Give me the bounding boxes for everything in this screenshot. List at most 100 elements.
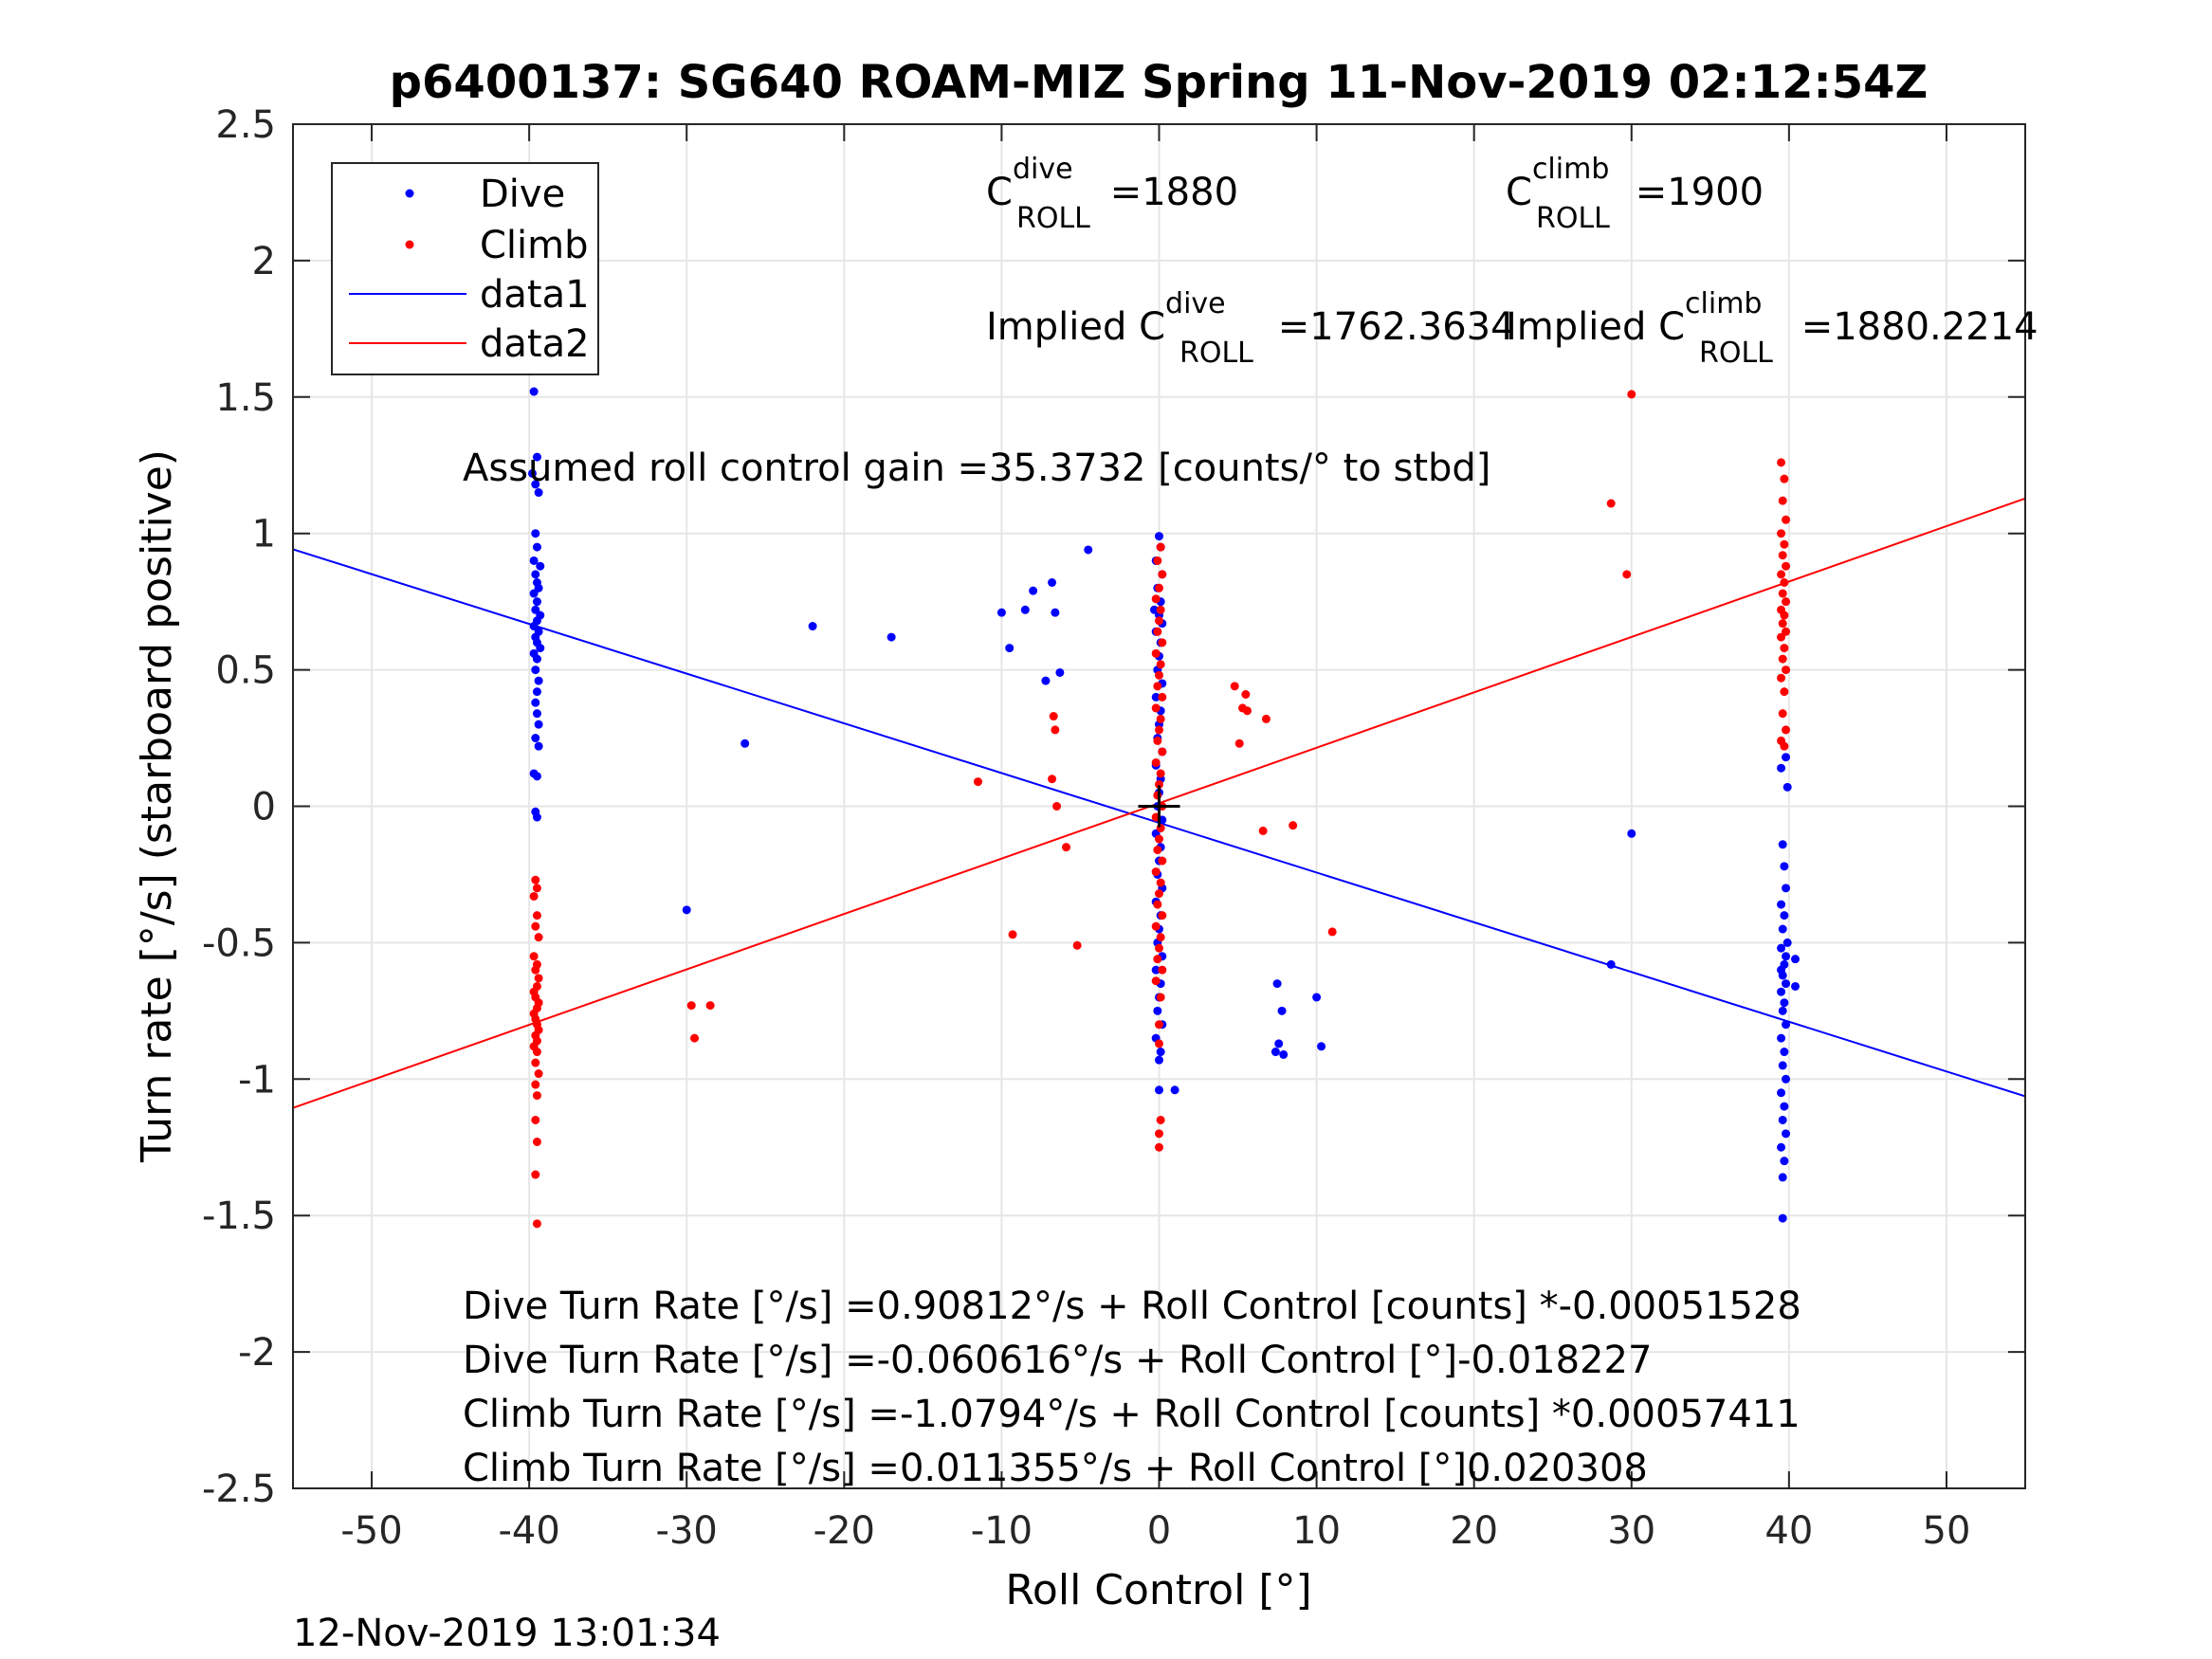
- y-tick-label: -1: [238, 1058, 276, 1102]
- climb-point: [1155, 725, 1163, 735]
- dive-point: [1271, 1048, 1280, 1057]
- climb-point: [1156, 1115, 1165, 1124]
- dive-point: [527, 468, 537, 478]
- dive-point: [532, 654, 541, 664]
- timestamp: 12-Nov-2019 13:01:34: [293, 1612, 721, 1655]
- climb-point: [1153, 627, 1162, 636]
- dive-point: [534, 741, 543, 751]
- dive-point: [529, 387, 539, 396]
- dive-point: [1777, 987, 1786, 996]
- dive-point: [1606, 959, 1616, 969]
- dive-point: [887, 632, 896, 642]
- climb-point: [532, 911, 541, 921]
- climb-point: [531, 965, 540, 975]
- x-axis-label: Roll Control [°]: [1005, 1566, 1311, 1614]
- dive-point: [536, 561, 545, 571]
- climb-point: [531, 1058, 540, 1067]
- center-crosshair: [1138, 785, 1180, 828]
- climb-point: [534, 974, 543, 983]
- legend-marker-climb: [405, 240, 414, 249]
- dive-point: [1151, 965, 1161, 975]
- dive-point: [1005, 644, 1015, 653]
- climb-point: [1155, 616, 1163, 626]
- climb-point: [1158, 965, 1167, 975]
- dive-point: [808, 622, 817, 631]
- climb-point: [1780, 578, 1789, 588]
- climb-point: [1052, 802, 1062, 811]
- climb-point: [1155, 834, 1163, 844]
- dive-point: [1048, 578, 1057, 588]
- dive-point: [1084, 545, 1093, 555]
- c-dive-sup: dive: [1013, 153, 1073, 186]
- dive-point: [531, 734, 540, 743]
- climb-point: [531, 1080, 540, 1089]
- y-tick-label: 0: [252, 786, 276, 830]
- x-tick-label: -30: [656, 1509, 718, 1553]
- climb-point: [532, 1048, 541, 1057]
- dive-point: [1780, 1102, 1789, 1111]
- climb-point: [1158, 911, 1167, 921]
- c-dive-base: C: [986, 171, 1013, 214]
- equation-climb-counts: Climb Turn Rate [°/s] =-1.0794°/s + Roll…: [463, 1393, 1801, 1436]
- climb-point: [1780, 687, 1789, 697]
- dive-point: [1782, 952, 1791, 961]
- dive-point: [1151, 692, 1161, 702]
- dive-point: [531, 698, 540, 707]
- climb-point: [1782, 725, 1791, 735]
- climb-point: [1782, 561, 1791, 571]
- dive-point: [532, 597, 541, 607]
- legend-marker-dive: [405, 189, 414, 198]
- climb-point: [1778, 654, 1787, 664]
- climb-point: [1153, 556, 1162, 565]
- climb-point: [1782, 665, 1791, 675]
- climb-point: [1153, 955, 1162, 964]
- climb-point: [1327, 927, 1337, 937]
- axis-ticks: -50 -40 -30 -20 -10 0 10 20 30 40 50-2.5-2-1.5-1-0…: [202, 103, 2025, 1553]
- climb-point: [1155, 889, 1163, 899]
- dive-point: [1782, 1074, 1791, 1084]
- dive-point: [1778, 1115, 1787, 1124]
- legend-label-data2: data2: [480, 322, 590, 366]
- climb-point: [1153, 900, 1162, 909]
- dive-point: [1782, 884, 1791, 893]
- dive-point: [1777, 763, 1786, 773]
- implied-climb-base: Implied C: [1506, 305, 1685, 349]
- dive-point: [1041, 676, 1051, 685]
- climb-point: [1156, 933, 1165, 942]
- equation-dive-counts: Dive Turn Rate [°/s] =0.90812°/s + Roll …: [463, 1285, 1801, 1328]
- dive-point: [996, 608, 1006, 617]
- implied-dive-value: =1762.3634: [1266, 305, 1515, 349]
- y-tick-label: 0.5: [215, 649, 276, 693]
- c-climb-value: =1900: [1623, 171, 1764, 214]
- dive-point: [534, 488, 543, 498]
- implied-climb-annotation: Implied Cclimb ROLL =1880.2214: [1506, 287, 2038, 370]
- climb-point: [1151, 867, 1161, 877]
- climb-point: [1153, 682, 1162, 691]
- climb-point: [1072, 940, 1082, 950]
- dive-point: [536, 644, 545, 653]
- c-dive-sub: ROLL: [1016, 202, 1090, 235]
- y-axis-label: Turn rate [°/s] (starboard positive): [133, 449, 181, 1163]
- climb-point: [1780, 539, 1789, 549]
- dive-point: [532, 709, 541, 719]
- climb-point: [1151, 921, 1161, 931]
- climb-point: [1261, 714, 1271, 723]
- x-tick-label: 50: [1923, 1509, 1971, 1553]
- dive-point: [1277, 1006, 1287, 1015]
- climb-point: [1051, 725, 1060, 735]
- x-tick-label: -50: [340, 1509, 402, 1553]
- dive-point: [1782, 782, 1792, 792]
- dive-point: [531, 665, 540, 675]
- x-tick-label: -10: [971, 1509, 1033, 1553]
- dive-point: [1279, 1049, 1289, 1059]
- climb-point: [1782, 515, 1791, 524]
- scatter-points: [527, 387, 1801, 1229]
- dive-point: [1627, 829, 1636, 838]
- implied-dive-annotation: Implied Cdive ROLL =1762.3634: [986, 287, 1515, 370]
- dive-point: [532, 542, 541, 552]
- climb-point: [529, 891, 539, 901]
- dive-point: [534, 676, 543, 685]
- dive-point: [1777, 1088, 1786, 1098]
- implied-climb-value: =1880.2214: [1789, 305, 2038, 349]
- climb-point: [686, 1001, 696, 1011]
